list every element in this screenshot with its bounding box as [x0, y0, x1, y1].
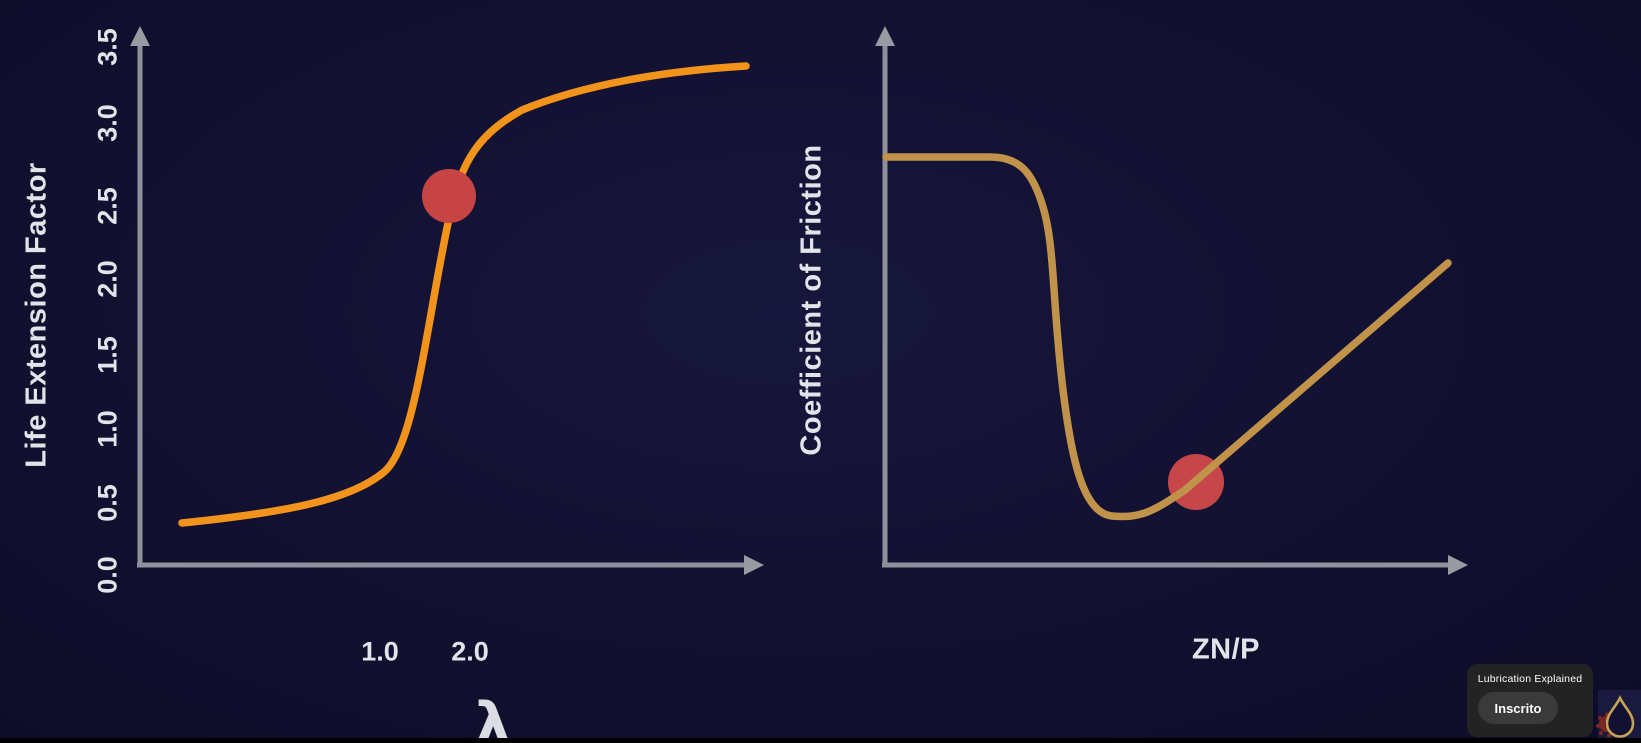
left-xtick-2.0: 2.0: [451, 636, 489, 667]
right-chart: [875, 26, 1468, 575]
right-y-axis-arrow-icon: [875, 26, 895, 46]
left-ytick-2.0: 2.0: [92, 260, 123, 298]
left-ytick-0.0: 0.0: [92, 556, 123, 594]
stribeck-curve: [882, 153, 1452, 521]
channel-logo[interactable]: [1596, 690, 1641, 743]
subscribe-overlay: Lubrication Explained Inscrito: [1467, 664, 1593, 737]
right-y-axis-title: Coefficient of Friction: [795, 144, 828, 456]
left-y-axis-arrow-icon: [130, 26, 150, 46]
left-ytick-3.0: 3.0: [92, 104, 123, 142]
left-x-axis-arrow-icon: [744, 555, 764, 575]
left-y-axis-title: Life Extension Factor: [20, 162, 53, 468]
left-ytick-1.5: 1.5: [92, 336, 123, 374]
right-x-axis-title: ZN/P: [1191, 633, 1261, 666]
channel-name: Lubrication Explained: [1477, 673, 1583, 685]
life-extension-curve: [178, 62, 750, 527]
right-x-axis-arrow-icon: [1448, 555, 1468, 575]
left-marker-dot: [422, 169, 476, 223]
subscribe-button[interactable]: Inscrito: [1478, 692, 1558, 724]
left-ytick-3.5: 3.5: [92, 28, 123, 66]
left-x-axis-title-lambda: λ: [475, 691, 511, 743]
left-ytick-1.0: 1.0: [92, 410, 123, 448]
letterbox-bar: [0, 738, 1641, 743]
left-chart: [130, 26, 764, 575]
left-ytick-0.5: 0.5: [92, 484, 123, 522]
left-xtick-1.0: 1.0: [361, 636, 399, 667]
left-ytick-2.5: 2.5: [92, 187, 123, 225]
oil-droplet-icon: [1605, 695, 1635, 738]
